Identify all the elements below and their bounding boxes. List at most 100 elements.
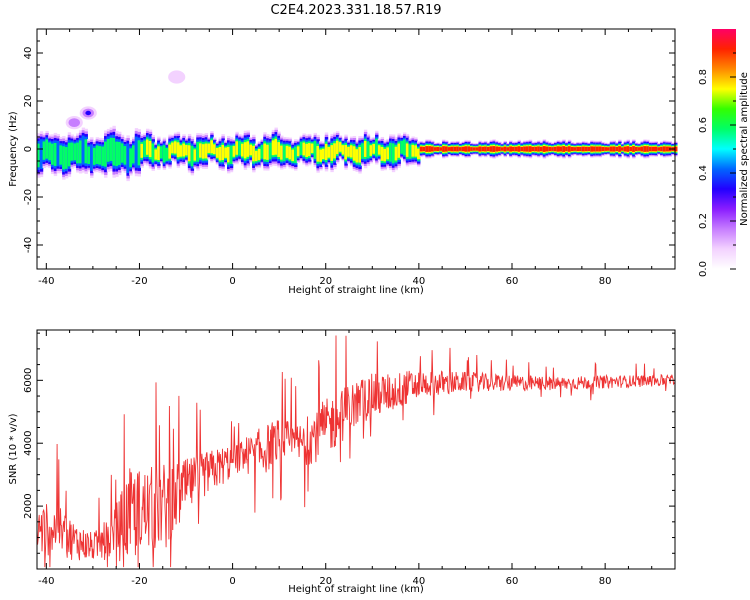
spectrogram-cell xyxy=(204,143,209,159)
spectrogram-cell xyxy=(39,139,44,170)
spectrogram-cell xyxy=(176,142,181,158)
spectrogram-cell xyxy=(308,143,312,157)
spectrogram-cell xyxy=(595,146,600,152)
spectrogram-cell xyxy=(37,143,41,168)
spectrogram-cell xyxy=(221,144,225,161)
spectrogram-cell xyxy=(45,139,49,159)
spectrogram-cell xyxy=(551,147,555,151)
spectrogram-cell xyxy=(59,145,63,165)
spectrogram-cell xyxy=(375,138,379,157)
spectrogram-cell xyxy=(634,146,639,152)
spectrogram-cell xyxy=(464,146,468,152)
spectrogram-cell xyxy=(277,142,281,157)
spectrogram-cell xyxy=(201,144,206,159)
spectrogram-cell xyxy=(140,143,144,158)
spectrogram-cell xyxy=(629,146,633,152)
spectrogram-cell xyxy=(67,142,72,167)
spectrogram-cell xyxy=(604,147,608,151)
snr-axes: -40 -20 0 20 40 60 80 2000 4000 6000 xyxy=(23,330,676,587)
spectrogram-cell xyxy=(165,147,169,161)
spectrogram-cell xyxy=(573,147,577,151)
spectrogram-cell xyxy=(76,142,80,164)
spectrogram-cell xyxy=(132,145,136,164)
x-tick-label: 20 xyxy=(319,576,332,587)
spectrogram-cell xyxy=(187,145,192,162)
spectrogram-cell xyxy=(444,146,449,152)
spectrogram-cell xyxy=(615,146,619,152)
spectrogram-cell xyxy=(651,146,656,152)
spectrogram-cell xyxy=(456,146,460,152)
spectrogram-cell xyxy=(618,146,622,152)
spectrogram-cell xyxy=(134,136,139,168)
spectrogram-cell xyxy=(288,146,292,160)
spectrogram-cell xyxy=(539,146,544,152)
spectrogram-cell xyxy=(637,147,642,151)
spectrogram-cell xyxy=(492,146,496,152)
spectrogram-cell xyxy=(587,146,591,152)
spectrogram-cell xyxy=(154,149,158,160)
spectrogram-cell xyxy=(104,141,108,167)
spectrogram-cell xyxy=(654,146,658,152)
spectrogram-cell xyxy=(565,146,569,152)
spectrogram-cell xyxy=(646,146,650,152)
spectrogram-cell xyxy=(537,146,541,152)
spectrogram-cell xyxy=(112,137,116,166)
spectrogram-cell xyxy=(394,146,399,161)
x-tick-label: 60 xyxy=(506,576,519,587)
spectrogram-cell xyxy=(567,146,572,152)
spectrogram-cell xyxy=(484,146,488,152)
spectrogram-cell xyxy=(447,147,452,151)
spectrogram-cell xyxy=(299,141,304,156)
spectrogram-cell xyxy=(623,146,628,152)
spectrogram-cell xyxy=(534,146,538,152)
spectrogram-cell xyxy=(313,140,318,159)
spectrogram-cell xyxy=(62,146,66,170)
spectrogram-cell xyxy=(414,145,418,157)
spectrogram-cell xyxy=(660,146,664,152)
spectrogram-cell xyxy=(227,146,231,163)
spectrogram-cell xyxy=(70,142,74,161)
spectrogram-cell xyxy=(335,140,340,155)
spectrogram-cell xyxy=(171,142,175,154)
spectrogram-cell xyxy=(235,141,239,155)
spectrogram-xlabel: Height of straight line (km) xyxy=(288,285,424,296)
spectrogram-cell xyxy=(509,146,513,152)
spectrogram-cell xyxy=(53,142,58,166)
spectrogram-cell xyxy=(570,146,575,152)
x-tick-label: 40 xyxy=(413,276,426,287)
spectrogram-cell xyxy=(481,146,485,152)
y-tick-label: -40 xyxy=(23,237,34,253)
spectrogram-cell xyxy=(478,146,482,152)
spectrogram-cell xyxy=(118,141,122,165)
spectrogram-cell xyxy=(475,147,480,151)
spectrogram-cell xyxy=(246,141,250,157)
x-tick-label: 0 xyxy=(229,576,235,587)
spectrogram-cell xyxy=(260,144,264,159)
y-tick-label: 0 xyxy=(23,146,34,152)
x-tick-label: 60 xyxy=(506,276,519,287)
spectrogram-cell xyxy=(417,148,421,160)
spectrogram-cell xyxy=(472,147,477,151)
spectrogram-cell xyxy=(137,140,141,166)
spectrogram-cell xyxy=(285,145,290,158)
spectrogram-cell xyxy=(450,146,454,152)
spectrogram-cell xyxy=(50,143,55,165)
x-tick-label: 20 xyxy=(319,276,332,287)
spectrogram-cell xyxy=(503,146,508,152)
spectrogram-cell xyxy=(361,143,365,159)
spectrogram-cell xyxy=(196,141,200,162)
spectrogram-cell xyxy=(159,146,164,159)
spectrogram-cell xyxy=(442,146,446,152)
spectrogram-cell xyxy=(81,135,86,165)
spectrogram-cell xyxy=(428,146,432,152)
colorbar-tick-label: 0.0 xyxy=(698,261,709,277)
spectrogram-cell xyxy=(151,143,155,163)
spectrogram-cell xyxy=(352,146,357,161)
spectrogram-cell xyxy=(56,140,60,167)
spectrogram-cell xyxy=(389,142,393,162)
spectrogram-cell xyxy=(593,146,597,152)
spectrogram-cell xyxy=(73,143,77,161)
spectrogram-cell xyxy=(173,141,178,154)
spectrogram-cell xyxy=(179,145,183,157)
spectrogram-cell xyxy=(640,146,644,152)
